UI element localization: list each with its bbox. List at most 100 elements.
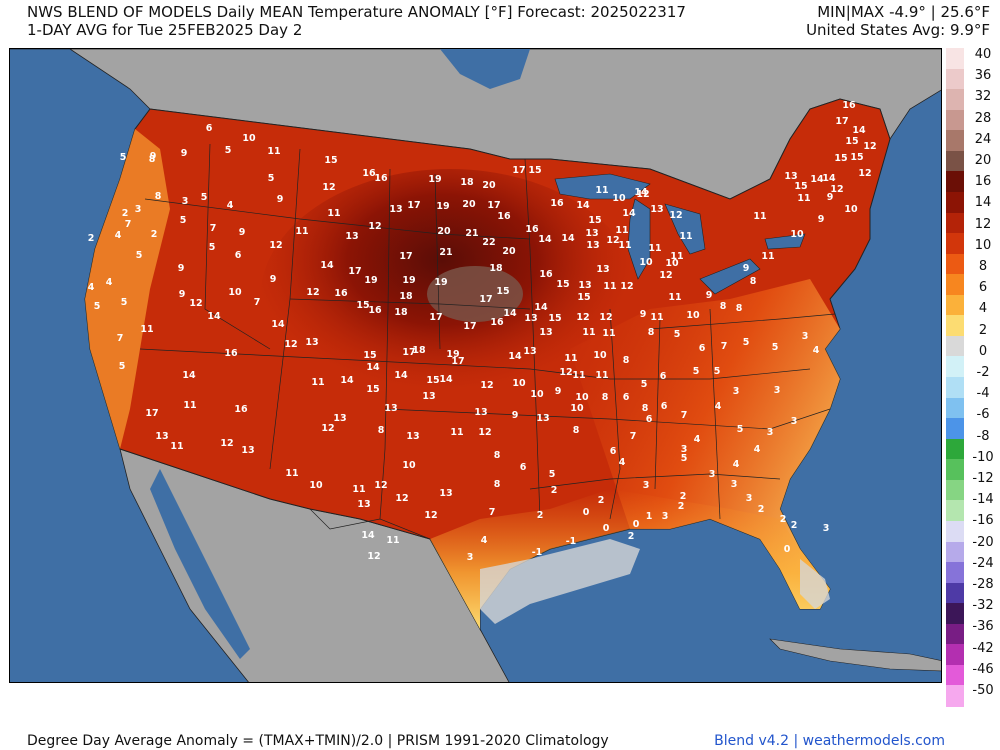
anomaly-label: 4 — [733, 459, 740, 470]
lake-ontario — [764, 233, 806, 250]
legend-swatch — [946, 603, 964, 625]
anomaly-label: 16 — [234, 404, 248, 415]
anomaly-label: 9 — [181, 148, 188, 159]
anomaly-label: 14 — [207, 311, 221, 322]
anomaly-label: 17 — [463, 321, 476, 332]
anomaly-label: 2 — [88, 233, 95, 244]
anomaly-label: 11 — [761, 251, 774, 262]
near-zero-florida — [800, 559, 830, 609]
anomaly-label: 6 — [623, 392, 630, 403]
anomaly-label: 14 — [320, 260, 334, 271]
anomaly-label: 2 — [122, 208, 129, 219]
anomaly-label: 17 — [407, 200, 420, 211]
anomaly-label: 11 — [602, 328, 615, 339]
anomaly-label: 14 — [561, 233, 575, 244]
legend-swatch — [946, 418, 964, 440]
anomaly-label: 13 — [784, 171, 797, 182]
anomaly-label: 10 — [402, 460, 416, 471]
anomaly-label: 5 — [681, 453, 688, 464]
near-zero-gulf — [480, 539, 640, 624]
south-gradient — [430, 489, 830, 629]
anomaly-label: 14 — [576, 200, 590, 211]
anomaly-label: 19 — [428, 174, 441, 185]
legend-swatch — [946, 315, 964, 337]
anomaly-label: 13 — [586, 240, 599, 251]
anomaly-label: 19 — [446, 349, 459, 360]
anomaly-label: 2 — [628, 531, 635, 542]
anomaly-label: 15 — [548, 313, 561, 324]
anomaly-label: 18 — [489, 263, 503, 274]
anomaly-label: 17 — [402, 347, 415, 358]
anomaly-label: 18 — [412, 345, 426, 356]
anomaly-label: 5 — [136, 250, 143, 261]
anomaly-label: 18 — [460, 177, 474, 188]
legend-label: 20 — [974, 153, 992, 168]
anomaly-label: 10 — [570, 403, 584, 414]
legend-swatch — [946, 479, 964, 501]
anomaly-label: 16 — [539, 269, 553, 280]
anomaly-label: 7 — [210, 223, 217, 234]
anomaly-label: 6 — [661, 401, 668, 412]
cuba-land — [769, 638, 941, 672]
anomaly-label: 14 — [361, 530, 375, 541]
anomaly-label: 10 — [309, 480, 323, 491]
legend-label: -4 — [976, 386, 990, 402]
anomaly-label: 14 — [271, 319, 285, 330]
anomaly-label: 14 — [366, 362, 380, 373]
footer-credit-link[interactable]: Blend v4.2 | weathermodels.com — [714, 733, 945, 749]
anomaly-label: 9 — [239, 227, 246, 238]
anomaly-label: 17 — [429, 312, 442, 323]
anomaly-label: 15 — [588, 215, 601, 226]
anomaly-label: 5 — [94, 301, 101, 312]
anomaly-label: 8 — [750, 276, 757, 287]
anomaly-label: 12 — [189, 298, 202, 309]
anomaly-label: 11 — [582, 327, 595, 338]
anomaly-label: 7 — [117, 333, 124, 344]
legend-swatch — [946, 191, 964, 213]
legend-label: -46 — [972, 661, 994, 677]
legend-label: 32 — [974, 89, 992, 105]
anomaly-label: 2 — [791, 520, 798, 531]
legend-swatch — [946, 377, 964, 399]
anomaly-label: 10 — [242, 133, 256, 144]
anomaly-label: 12 — [559, 367, 572, 378]
anomaly-label: 13 — [305, 337, 318, 348]
legend-label: -20 — [972, 534, 994, 550]
anomaly-label: 11 — [618, 240, 631, 251]
legend-label: -32 — [972, 598, 994, 614]
lake-huron — [664, 203, 706, 255]
anomaly-label: 2 — [598, 495, 605, 506]
legend-swatch — [946, 562, 964, 584]
anomaly-label: 5 — [209, 242, 216, 253]
anomaly-label: 19 — [436, 201, 449, 212]
anomaly-label: 13 — [596, 264, 609, 275]
legend-label: -12 — [972, 471, 994, 486]
anomaly-label: 11 — [572, 370, 585, 381]
anomaly-label: 2 — [551, 485, 558, 496]
anomaly-label: 3 — [709, 469, 716, 480]
anomaly-label: 19 — [434, 277, 447, 288]
anomaly-label: 10 — [228, 287, 242, 298]
anomaly-label: 4 — [115, 230, 122, 241]
anomaly-label: 11 — [564, 353, 577, 364]
anomaly-label: 10 — [844, 204, 858, 215]
anomaly-label: 7 — [721, 341, 728, 352]
legend-swatch — [946, 130, 964, 152]
anomaly-label: 15 — [356, 300, 369, 311]
anomaly-label: 12 — [620, 281, 633, 292]
legend-label: 2 — [978, 322, 988, 338]
west-coast-band — [85, 129, 170, 449]
legend-label: 0 — [978, 343, 988, 359]
legend-label: -14 — [972, 492, 994, 508]
anomaly-label: 17 — [451, 356, 464, 367]
legend-label: 12 — [974, 216, 992, 232]
anomaly-label: 5 — [772, 342, 779, 353]
anomaly-label: -1 — [532, 547, 543, 558]
min-max-readout: MIN|MAX -4.9° | 25.6°F — [817, 3, 990, 21]
legend-label: 40 — [974, 47, 992, 62]
anomaly-label: 3 — [767, 427, 774, 438]
anomaly-label: 12 — [368, 221, 381, 232]
anomaly-label: 0 — [603, 523, 610, 534]
anomaly-label: 3 — [681, 444, 688, 455]
anomaly-label: 5 — [120, 152, 127, 163]
